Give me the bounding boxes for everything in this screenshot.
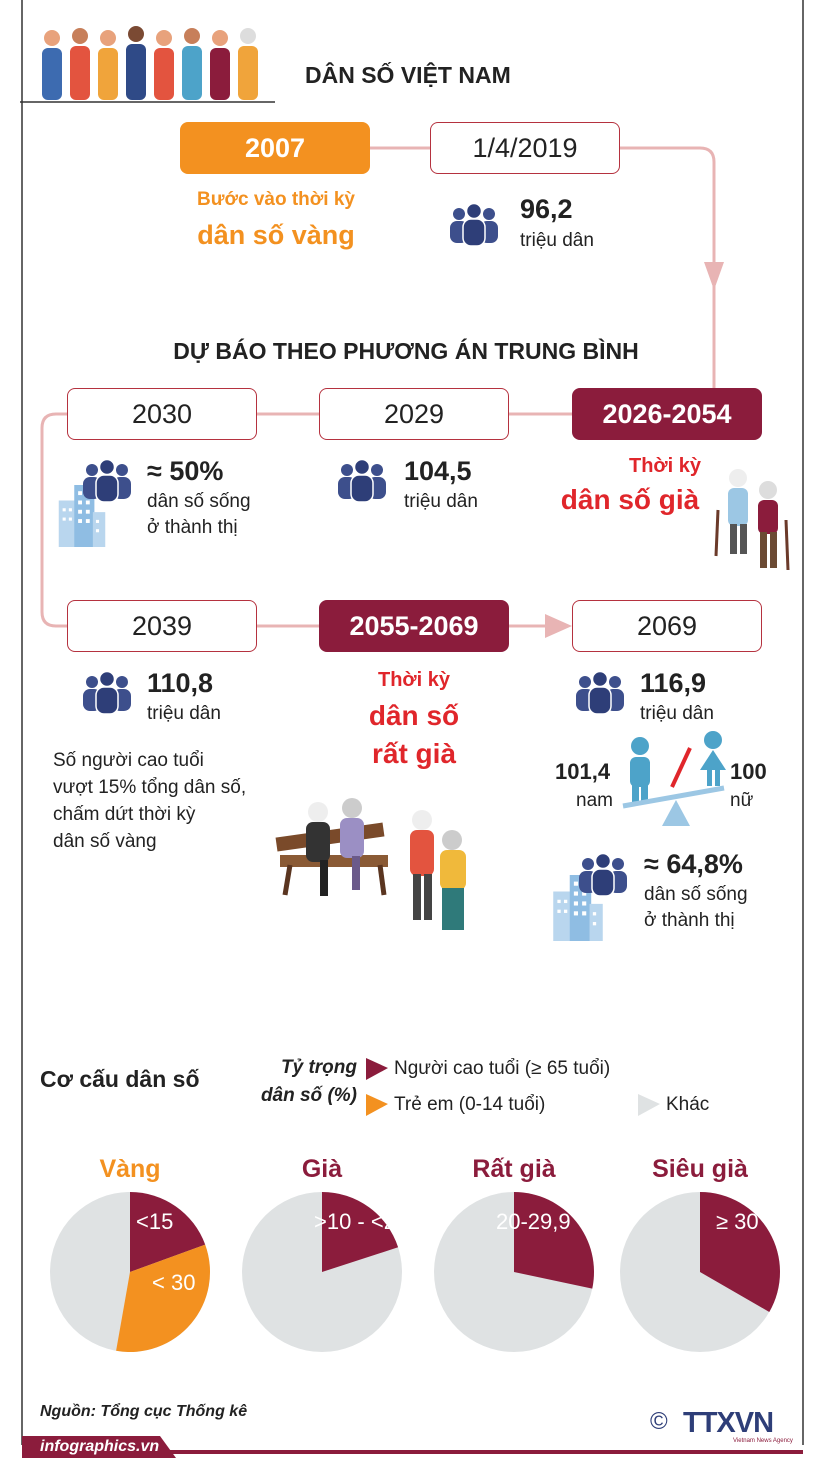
male-value: 101,4 <box>555 761 610 783</box>
male-label: nam <box>576 791 613 810</box>
section-title: DỰ BÁO THEO PHƯƠNG ÁN TRUNG BÌNH <box>173 340 638 363</box>
caption: rất già <box>372 740 456 768</box>
copyright: © <box>650 1410 668 1434</box>
note-line: dân số vàng <box>53 832 157 851</box>
pie-label: 20-29,9 <box>496 1211 571 1233</box>
caption: Thời kỳ <box>629 456 701 476</box>
pie-title: Vàng <box>99 1157 160 1182</box>
pie-label: <15 <box>136 1211 173 1233</box>
pie-label: >10 - <20 <box>314 1211 408 1233</box>
pie-title: Siêu già <box>652 1157 748 1182</box>
text-line: ở thành thị <box>644 911 735 930</box>
caption: dân số <box>369 702 459 730</box>
caption: dân số vàng <box>197 222 355 249</box>
year-box: 1/4/2019 <box>430 122 620 174</box>
note-line: Số người cao tuổi <box>53 751 204 770</box>
year-box: 2029 <box>319 388 509 440</box>
pie-title: Già <box>302 1157 342 1182</box>
caption: Thời kỳ <box>378 670 450 690</box>
pie-wedge <box>514 1192 594 1289</box>
source: Nguồn: Tổng cục Thống kê <box>40 1404 247 1420</box>
period-box: 2055-2069 <box>319 600 509 652</box>
text-line: dân số sống <box>147 492 251 511</box>
title: DÂN SỐ VIỆT NAM <box>305 64 511 87</box>
legend-label: Người cao tuổi (≥ 65 tuổi) <box>394 1059 610 1078</box>
value: 116,9 <box>640 670 706 697</box>
pie-label: < 30 <box>152 1272 195 1294</box>
legend-title: dân số (%) <box>261 1086 357 1105</box>
year-box: 2030 <box>67 388 257 440</box>
note-line: chấm dứt thời kỳ <box>53 805 195 824</box>
text-line: dân số sống <box>644 885 748 904</box>
agency-sub: Vietnam News Agency <box>733 1438 793 1444</box>
caption: dân số già <box>561 486 699 514</box>
unit: triệu dân <box>404 492 478 511</box>
value: 96,2 <box>520 196 573 223</box>
caption: Bước vào thời kỳ <box>197 190 355 209</box>
value: ≈ 64,8% <box>644 851 743 878</box>
text-line: ở thành thị <box>147 518 238 537</box>
year-box: 2007 <box>180 122 370 174</box>
period-box: 2026-2054 <box>572 388 762 440</box>
year-box: 2069 <box>572 600 762 652</box>
unit: triệu dân <box>147 704 221 723</box>
pie-title: Rất già <box>472 1157 555 1182</box>
unit: triệu dân <box>640 704 714 723</box>
year-box: 2039 <box>67 600 257 652</box>
note-line: vượt 15% tổng dân số, <box>53 778 246 797</box>
site: infographics.vn <box>40 1439 159 1455</box>
legend-title: Tỷ trọng <box>281 1058 357 1077</box>
agency-logo: TTXVN <box>683 1409 773 1438</box>
infographic: DÂN SỐ VIỆT NAM 2007 Bước vào thời kỳ dâ… <box>0 0 820 1458</box>
legend-label: Trẻ em (0-14 tuổi) <box>394 1095 545 1114</box>
pie-label: ≥ 30 <box>716 1211 759 1233</box>
value: ≈ 50% <box>147 458 223 485</box>
female-label: nữ <box>730 791 753 810</box>
section-title: Cơ cấu dân số <box>40 1068 200 1091</box>
unit: triệu dân <box>520 231 594 250</box>
female-value: 100 <box>730 761 767 783</box>
value: 110,8 <box>147 670 213 697</box>
value: 104,5 <box>404 458 472 485</box>
legend-label: Khác <box>666 1095 709 1114</box>
